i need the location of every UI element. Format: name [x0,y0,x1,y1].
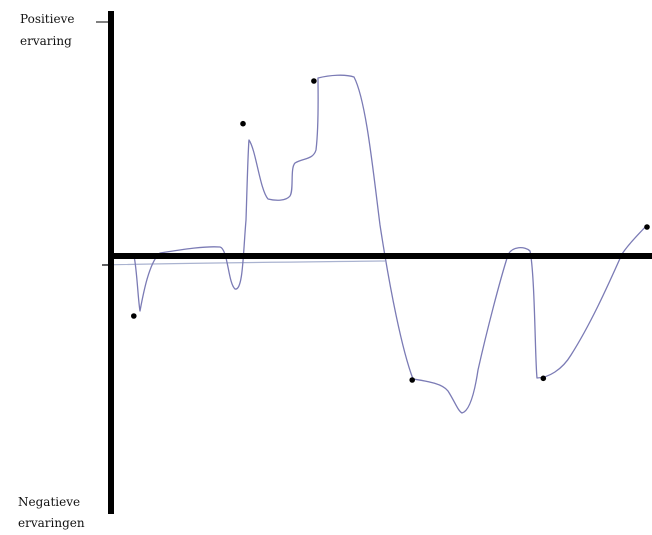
marked-point-6 [644,224,650,230]
marked-point-3 [311,78,317,84]
marked-point-1 [131,313,137,319]
y-label-bottom-line1: Negatieve [18,495,80,509]
marked-point-5 [540,375,547,382]
y-label-bottom: Negatieve ervaringen [18,495,85,530]
y-label-top: Positieve ervaring [20,12,78,48]
experience-curve [133,74,648,414]
y-label-bottom-line2: ervaringen [18,516,85,530]
y-label-top-line1: Positieve [20,12,74,26]
marked-points [131,78,650,383]
y-label-top-line2: ervaring [20,34,72,48]
baseline-stroke [103,260,386,266]
marked-point-4 [409,377,416,383]
marked-point-2 [240,120,246,127]
